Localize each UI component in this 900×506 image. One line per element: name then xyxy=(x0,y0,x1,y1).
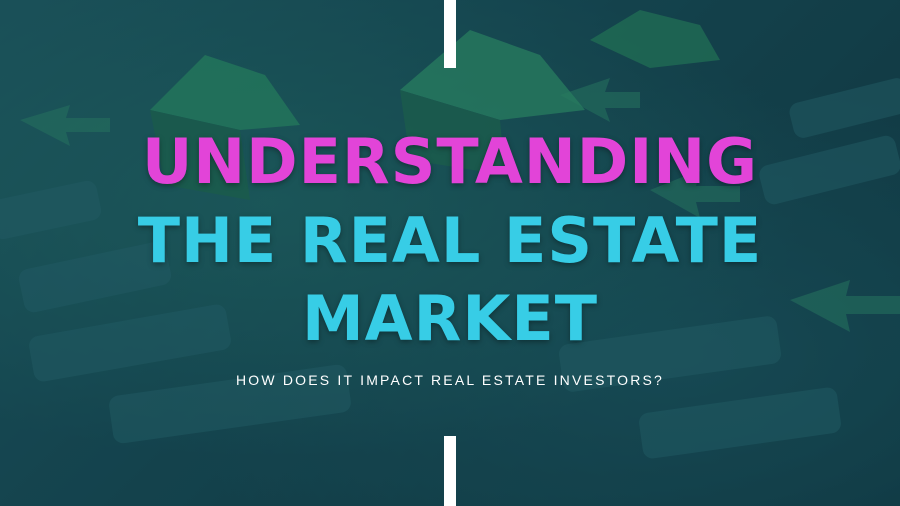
subtitle: HOW DOES IT IMPACT REAL ESTATE INVESTORS… xyxy=(235,372,665,388)
arrow-decoration xyxy=(20,78,900,332)
headline-line-3: MARKET xyxy=(301,282,599,355)
house-models-decoration xyxy=(150,10,720,200)
top-divider-bar xyxy=(444,0,456,68)
bottom-divider-bar xyxy=(444,436,456,506)
ticker-numbers-decoration xyxy=(0,78,900,459)
headline-line-1: UNDERSTANDING xyxy=(141,125,759,198)
headline-line-2: THE REAL ESTATE xyxy=(137,204,763,277)
